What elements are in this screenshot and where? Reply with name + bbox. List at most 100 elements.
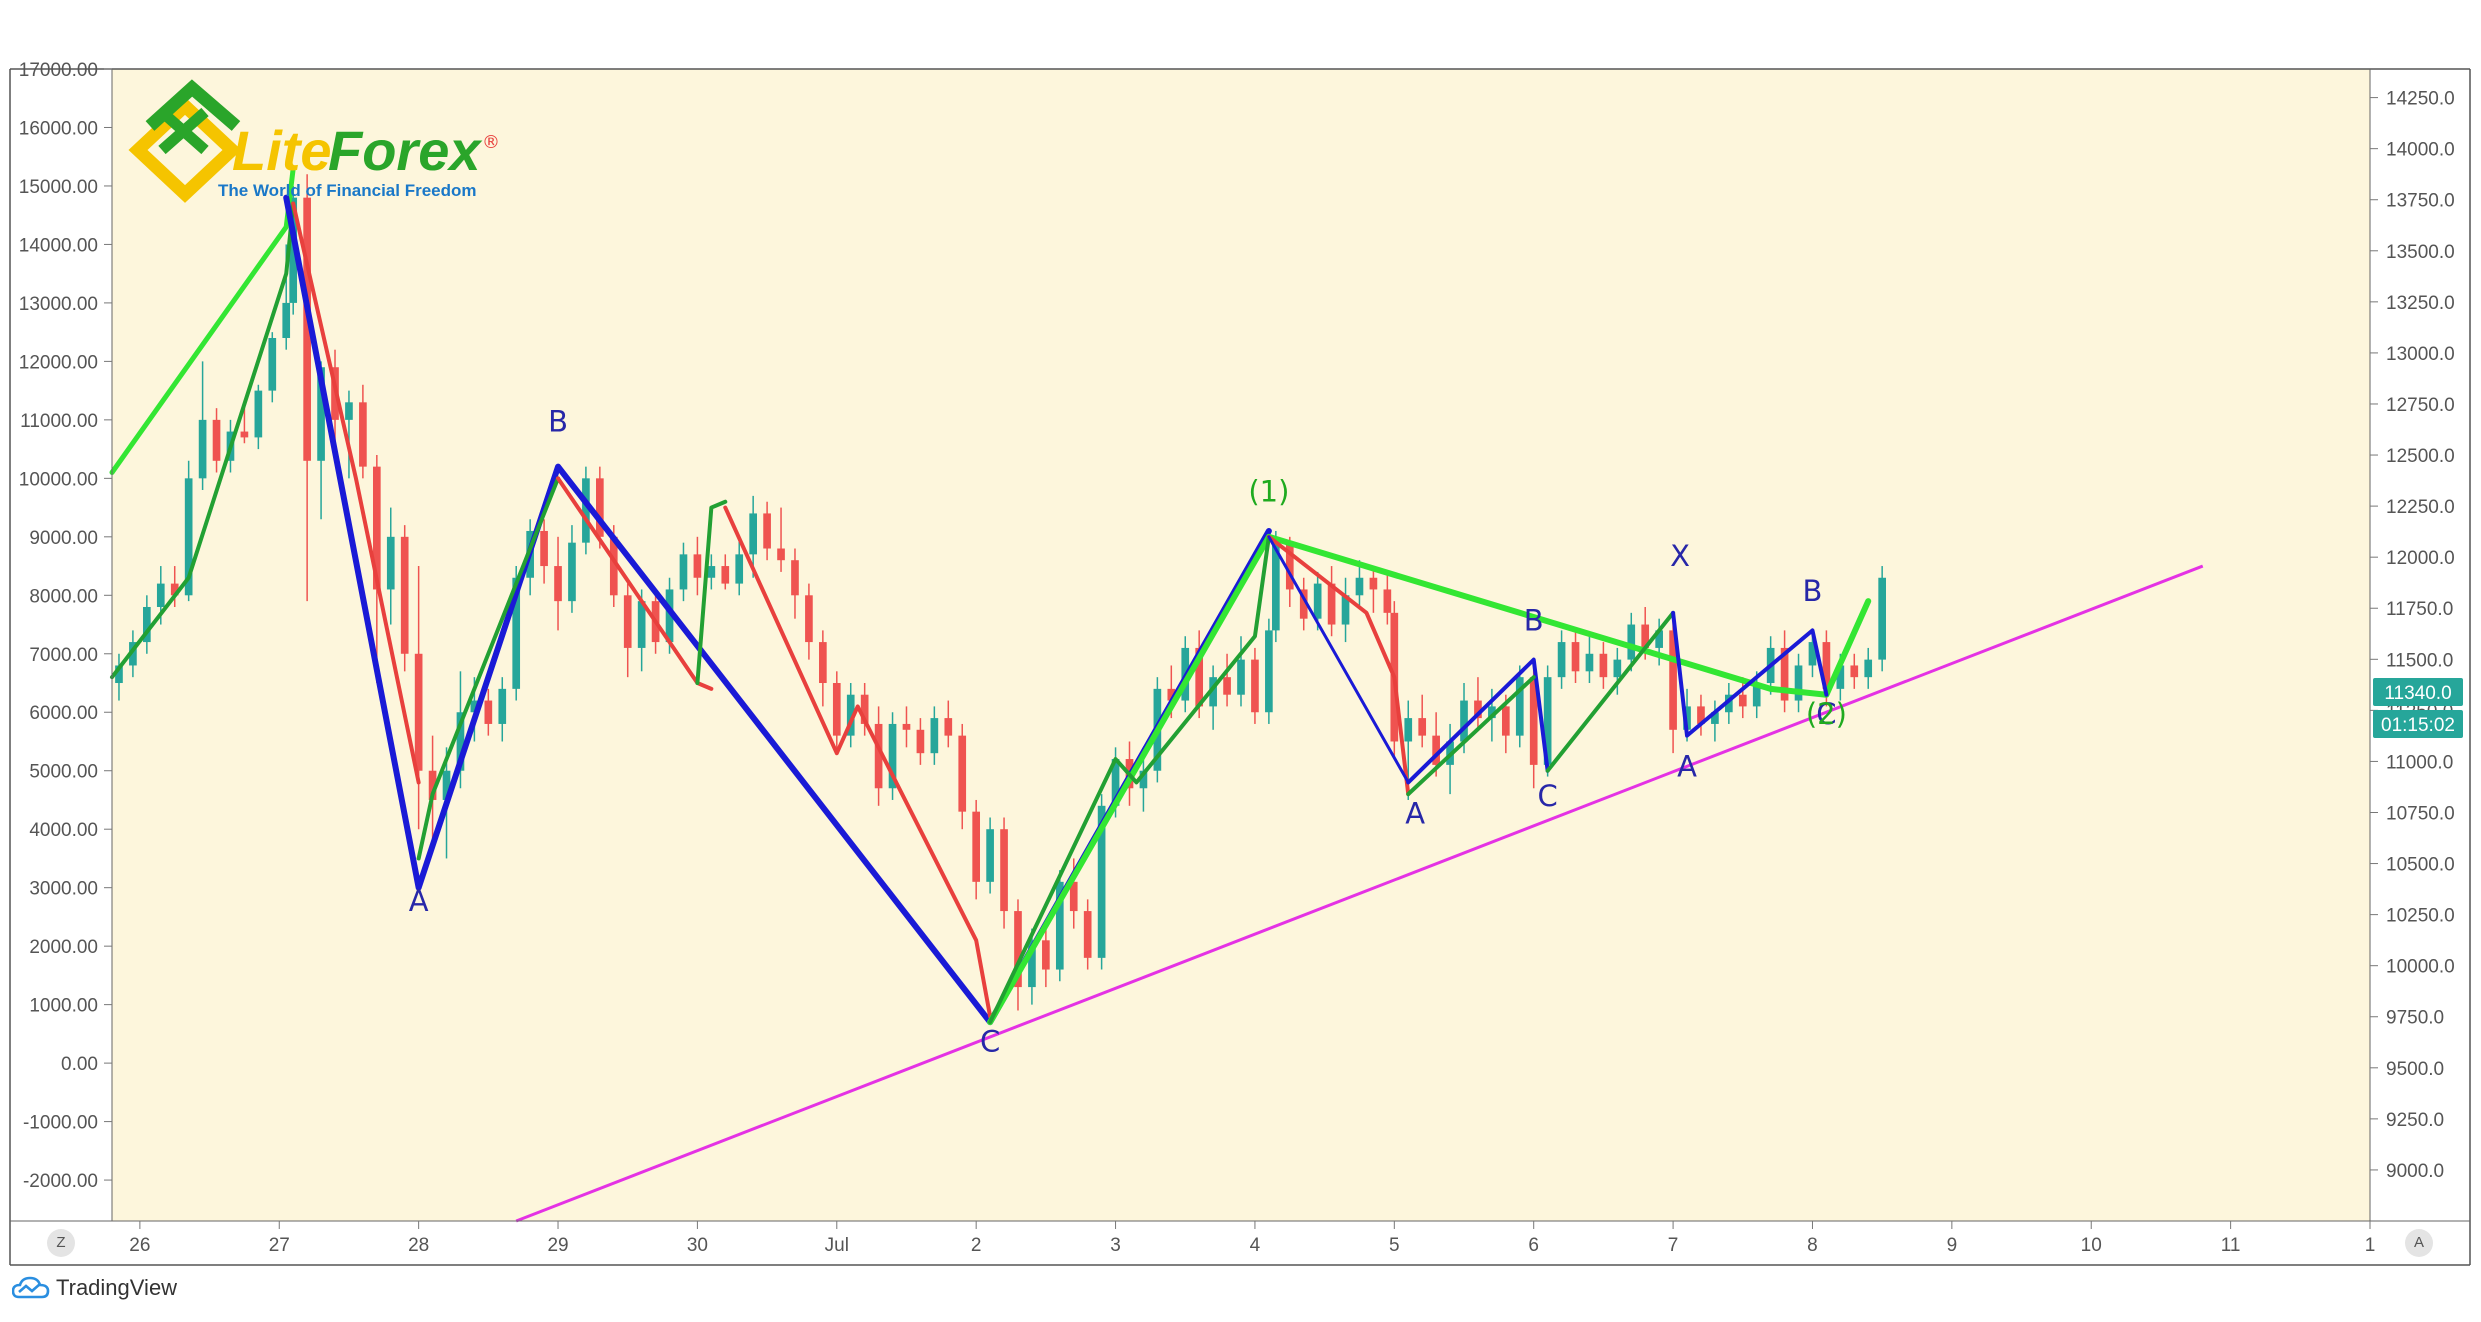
logo-word-forex: Forex (328, 119, 483, 182)
wave-line (695, 499, 728, 686)
candle-body-down (832, 683, 841, 736)
candle-body-up (386, 536, 395, 590)
wave-line-layer (109, 165, 1872, 1026)
right-axis-label: 9000.0 (2386, 1161, 2444, 1182)
right-axis-label: 12500.0 (2386, 446, 2455, 467)
candle-body-up (1209, 677, 1217, 707)
candle-body-down (958, 735, 967, 812)
bar-countdown-tag: 01:15:02 (2373, 710, 2463, 738)
wave-label: A (1405, 796, 1425, 830)
candle-body-up (1460, 700, 1468, 742)
liteforex-logo: Lite Forex ® The World of Financial Free… (128, 79, 500, 203)
time-axis[interactable]: 26 27 28 29 30 Jul 2 3 4 5 6 7 8 9 10 11 1 (129, 1221, 2375, 1256)
right-axis-label: 11750.0 (2386, 599, 2453, 620)
candle-body-down (540, 530, 548, 567)
candle-body-up (1055, 881, 1064, 970)
candle-body-down (428, 770, 437, 800)
right-axis-label: 13000.0 (2386, 344, 2455, 365)
candle-body-down (400, 536, 409, 654)
candle-body-up (1341, 595, 1350, 625)
right-axis-label: 11000.0 (2386, 752, 2453, 773)
right-axis-label: 9250.0 (2386, 1110, 2444, 1131)
candle-body-down (819, 642, 827, 684)
wave-line (1545, 610, 1676, 773)
chart-frame (9, 68, 2471, 1266)
candle-body-up (1313, 583, 1322, 619)
tradingview-cloud-icon (12, 1276, 50, 1299)
candle-body-down (1083, 911, 1092, 958)
candle-body-up (115, 665, 123, 684)
candle-body-down (414, 653, 423, 771)
candle-body-down (1069, 881, 1078, 912)
candle-body-up (1515, 677, 1524, 736)
candle-body-up (1725, 694, 1733, 713)
candle-body-down (791, 560, 799, 596)
right-axis-label: 9750.0 (2386, 1008, 2444, 1029)
wave-label: X (1670, 539, 1690, 573)
candle-body-down (1697, 706, 1705, 724)
candle-body-down (1599, 653, 1608, 678)
scale-button-left[interactable]: Z (47, 1229, 75, 1257)
wave-label: B (1803, 574, 1823, 608)
time-axis-label: 26 (129, 1235, 150, 1256)
candle-body-down (1285, 542, 1294, 590)
wave-line (987, 533, 1872, 1026)
right-axis-label: 12250.0 (2386, 497, 2455, 518)
wave-line (1406, 675, 1536, 797)
candle-body-up (198, 419, 207, 479)
candle-body-up (637, 601, 646, 648)
right-axis-label: 11500.0 (2386, 650, 2453, 671)
left-axis-label: 6000.00 (29, 703, 98, 724)
candle-body-up (1139, 770, 1148, 789)
current-price-text: 11340.0 (2384, 683, 2451, 704)
logo-registered-mark: ® (482, 132, 500, 153)
candle-body-down (1432, 735, 1440, 765)
candle-body-up (317, 367, 325, 461)
candle-body-down (623, 595, 632, 648)
left-axis-label: 7000.00 (29, 645, 98, 666)
auto-scale-button[interactable]: A (2405, 1229, 2433, 1257)
time-axis-label: 2 (971, 1235, 982, 1256)
candle-body-down (1738, 694, 1747, 707)
logo-tagline: The World of Financial Freedom (218, 181, 477, 200)
candle-body-down (484, 700, 493, 724)
candle-body-down (1327, 583, 1336, 625)
wave-line (109, 165, 296, 475)
right-axis-label: 13750.0 (2386, 191, 2455, 212)
candle-body-up (1237, 659, 1245, 695)
time-axis-label: 1 (2365, 1235, 2376, 1256)
candle-body-down (1780, 647, 1789, 701)
candle-body-up (512, 577, 521, 689)
time-axis-label: 11 (2221, 1235, 2241, 1256)
candle-body-up (268, 337, 277, 391)
wave-label: A (1677, 750, 1697, 784)
candle-body-down (874, 723, 883, 789)
left-axis-label: 1000.00 (29, 996, 98, 1017)
candle-body-down (1571, 642, 1580, 672)
left-axis-label: 8000.00 (29, 586, 98, 607)
left-axis-label: 13000.00 (19, 294, 98, 315)
candle-body-up (1272, 542, 1280, 631)
trendline-layer (515, 564, 2204, 1223)
right-price-axis[interactable]: 14250.0 14000.0 13750.0 13500.0 13250.0 13000… (2370, 89, 2455, 1182)
tradingview-brand[interactable]: TradingView (12, 1275, 177, 1301)
candle-body-up (1111, 759, 1120, 806)
wave-label: C (980, 1024, 1000, 1058)
right-axis-label: 12000.0 (2386, 548, 2455, 569)
candle-body-up (345, 402, 353, 420)
candle-body-down (805, 595, 813, 643)
candle-body-down (1501, 706, 1510, 736)
right-axis-label: 10500.0 (2386, 855, 2455, 876)
left-price-axis[interactable]: 17000.00 16000.00 15000.00 14000.00 13000.00… (19, 60, 112, 1192)
candle-body-down (1474, 700, 1482, 719)
candle-body-down (170, 583, 179, 596)
left-axis-label: 2000.00 (29, 937, 98, 958)
left-axis-label: 10000.00 (19, 469, 98, 490)
left-axis-label: 12000.00 (19, 352, 98, 373)
candle-body-up (470, 700, 479, 713)
time-axis-label: 27 (269, 1235, 290, 1256)
candle-body-up (442, 770, 451, 800)
candle-body-down (972, 811, 981, 882)
logo-word-lite: Lite (232, 119, 332, 182)
